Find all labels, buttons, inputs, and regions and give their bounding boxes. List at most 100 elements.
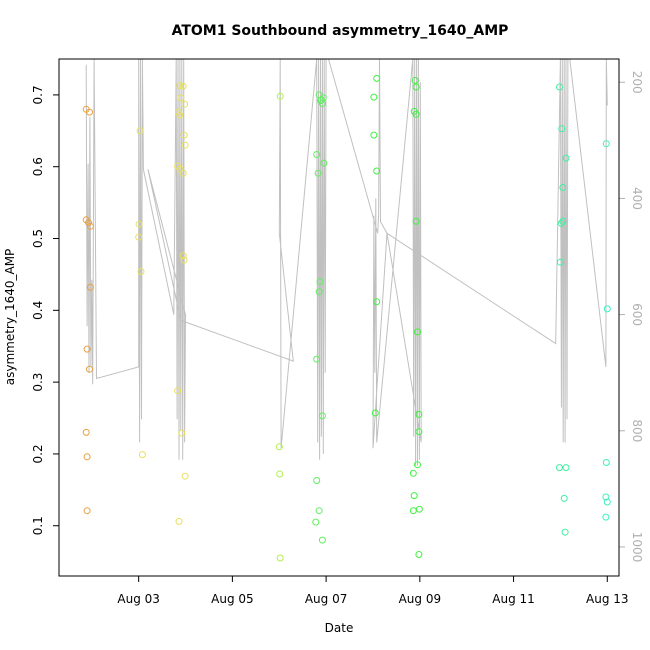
data-point xyxy=(315,288,323,296)
y-tick-label: 0.1 xyxy=(31,516,45,535)
data-point xyxy=(83,345,91,353)
data-point xyxy=(556,258,564,266)
data-point xyxy=(603,498,611,506)
data-point xyxy=(85,219,92,227)
x-tick-label: Aug 07 xyxy=(305,592,348,606)
data-point xyxy=(603,305,611,313)
x-tick-label: Aug 05 xyxy=(211,592,254,606)
x-tick-label: Aug 09 xyxy=(399,592,442,606)
data-point xyxy=(373,298,381,306)
y2-tick-label: 200 xyxy=(630,71,644,94)
y-axis-label: asymmetry_1640_AMP xyxy=(3,249,17,386)
data-point xyxy=(135,233,143,241)
data-point xyxy=(138,451,146,459)
data-point xyxy=(276,92,284,100)
data-point xyxy=(559,184,567,191)
data-point xyxy=(415,551,423,558)
data-point xyxy=(602,513,610,521)
data-point xyxy=(276,554,284,562)
data-point xyxy=(176,111,184,119)
data-point xyxy=(313,355,321,363)
data-point xyxy=(174,387,182,395)
data-point xyxy=(86,365,93,373)
data-point xyxy=(181,100,189,108)
data-point xyxy=(562,464,570,472)
y-tick-label: 0.2 xyxy=(31,444,45,463)
y2-tick-label: 400 xyxy=(630,187,644,210)
data-point xyxy=(83,453,91,461)
data-point xyxy=(560,494,568,502)
data-point xyxy=(312,518,320,526)
data-point xyxy=(176,82,184,90)
data-point xyxy=(373,167,381,175)
data-point xyxy=(410,492,418,500)
data-point xyxy=(181,141,189,149)
data-point xyxy=(177,94,185,102)
y2-tick-label: 1000 xyxy=(630,532,644,563)
data-point xyxy=(180,256,188,264)
data-point xyxy=(276,470,284,478)
data-point xyxy=(371,409,379,417)
data-point xyxy=(86,108,93,116)
y-tick-label: 0.3 xyxy=(31,373,45,392)
data-point xyxy=(415,428,423,436)
data-point xyxy=(412,110,420,118)
y-tick-label: 0.6 xyxy=(31,157,45,176)
x-tick-label: Aug 13 xyxy=(586,592,629,606)
data-point xyxy=(135,220,143,228)
data-point xyxy=(180,131,188,139)
data-point xyxy=(414,461,421,469)
data-point xyxy=(316,278,324,286)
x-axis-label: Date xyxy=(325,621,354,635)
y2-tick-label: 800 xyxy=(630,419,644,442)
data-point xyxy=(412,83,420,91)
y2-tick-label: 600 xyxy=(630,303,644,326)
data-point xyxy=(561,528,569,536)
plot-frame xyxy=(58,58,620,577)
axes-layer: Aug 03 Aug 05 Aug 07 Aug 09 Aug 11 Aug 13 0.1 0… xyxy=(31,71,644,606)
data-point xyxy=(137,268,145,275)
data-point xyxy=(176,165,184,173)
data-point xyxy=(373,74,381,82)
data-point xyxy=(602,140,610,148)
data-point xyxy=(556,83,563,91)
data-point xyxy=(315,507,323,515)
x-tick-label: Aug 11 xyxy=(492,592,535,606)
data-point xyxy=(179,169,187,177)
data-point xyxy=(411,77,419,84)
data-point xyxy=(557,219,565,227)
data-point xyxy=(409,469,417,477)
data-point xyxy=(136,127,144,135)
data-point xyxy=(179,82,187,90)
data-point xyxy=(558,125,566,133)
data-point xyxy=(320,159,328,167)
data-point xyxy=(181,472,189,480)
data-point xyxy=(370,93,378,101)
data-point xyxy=(318,536,326,544)
data-point xyxy=(179,252,187,260)
points-layer xyxy=(82,74,611,562)
y-tick-label: 0.7 xyxy=(31,85,45,104)
data-point xyxy=(178,429,186,437)
data-point xyxy=(83,507,91,515)
data-point xyxy=(602,459,610,466)
data-point xyxy=(414,328,421,336)
chart-title: ATOM1 Southbound asymmetry_1640_AMP xyxy=(172,23,509,39)
y-tick-label: 0.5 xyxy=(31,229,45,248)
data-point xyxy=(370,131,378,139)
data-point xyxy=(318,100,326,107)
x-tick-label: Aug 03 xyxy=(117,592,160,606)
data-point xyxy=(562,154,570,162)
data-point xyxy=(317,96,325,104)
y-tick-label: 0.4 xyxy=(31,301,45,320)
data-point xyxy=(412,217,420,225)
data-point xyxy=(175,517,183,525)
data-point xyxy=(415,410,423,418)
data-point xyxy=(82,428,90,436)
data-point xyxy=(409,507,417,515)
data-point xyxy=(86,283,94,291)
data-point xyxy=(86,222,94,230)
data-point xyxy=(313,477,321,484)
data-point xyxy=(318,412,326,420)
